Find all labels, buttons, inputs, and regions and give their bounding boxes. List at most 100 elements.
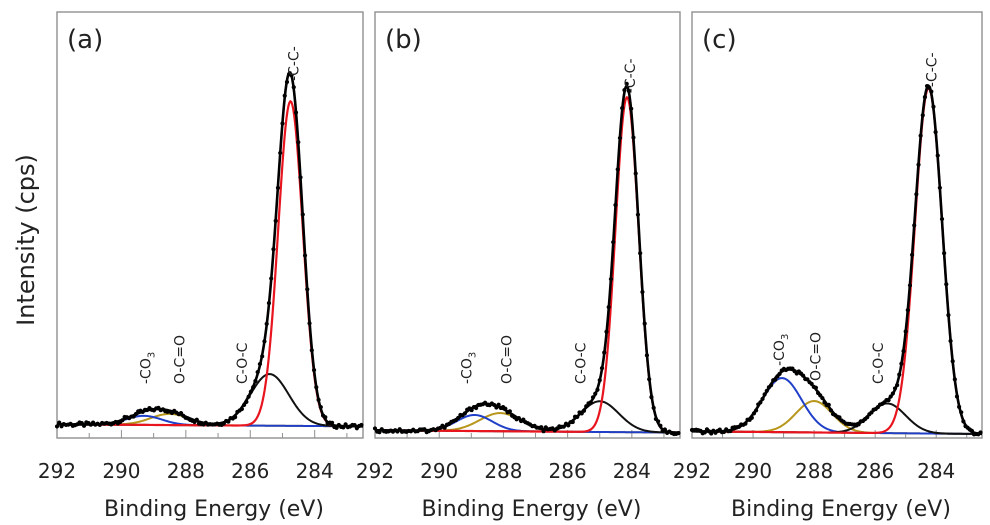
data-point [293,110,299,115]
data-point [273,218,278,223]
data-point [622,88,627,93]
data-point [959,410,964,415]
x-axis-label: Binding Energy (eV) [731,497,951,522]
data-point [311,368,317,373]
data-point [764,388,769,393]
data-point [749,415,754,420]
data-point [656,419,661,424]
x-tick-label: 284 [613,459,651,483]
data-point [262,339,267,344]
data-point [918,133,923,138]
data-point [728,428,733,434]
x-tick-label: 288 [167,459,205,483]
data-point [888,394,893,399]
data-point [581,408,587,413]
data-point [702,430,707,435]
data-point [907,283,913,288]
data-point [633,171,638,176]
data-point [226,419,231,424]
data-point [899,361,904,366]
data-point [298,175,303,180]
data-point [264,321,269,326]
data-point [813,385,819,390]
x-axis-label: Binding Energy (eV) [104,497,324,522]
data-point [758,400,763,405]
data-point [820,395,825,401]
data-point [260,354,265,359]
data-point [760,396,765,402]
data-point [566,423,571,428]
data-point [284,79,290,85]
data-point [604,329,609,334]
data-point [359,422,364,428]
data-point [269,276,274,281]
data-point [635,212,641,217]
peak-annotation-text: -C-C- [287,46,303,81]
peak-annotation-text: C-O-C [871,342,887,384]
peak-annotation: -CO3 [139,352,158,384]
data-point [895,383,900,388]
peak-annotation: O-C=O [172,335,188,384]
x-axis-label: Binding Energy (eV) [422,497,642,522]
data-points [689,83,983,437]
data-point [602,350,607,355]
data-point [676,431,681,436]
peak-annotation-text: -CO [460,358,476,384]
panel-a: 292 290 288 286 284 Binding Energy (eV) (a) -C-… [38,11,364,522]
x-tick-label: 286 [231,459,269,483]
fit-envelope [692,84,983,436]
data-point [613,202,618,208]
data-point [539,425,544,430]
data-points [372,81,681,437]
data-point [257,361,263,367]
data-point [914,192,919,197]
data-point [496,402,501,407]
data-point [647,377,652,382]
data-point [291,85,296,90]
component-peak-cc [691,86,983,435]
x-tick-label: 286 [856,459,894,483]
data-point [595,387,600,392]
data-point [651,405,656,411]
data-point [642,321,647,326]
data-point [922,95,928,100]
data-point [935,153,940,158]
peak-annotation: O-C=O [809,332,825,381]
data-point [777,371,782,376]
peak-annotation: O-C=O [500,335,516,384]
data-point [901,349,906,354]
panel-b: 292 290 288 286 284 Binding Energy (eV) (b) -C-… [356,11,681,522]
data-point [271,247,276,252]
x-tick-label: 290 [734,459,772,483]
data-point [255,369,260,375]
data-point [57,420,62,425]
data-point [507,409,512,414]
peak-annotation: C-O-C [871,342,887,384]
fit-envelope [56,70,363,428]
data-point [640,289,645,295]
data-point [597,378,602,383]
data-point [590,395,596,400]
data-point [422,427,427,432]
data-point [886,398,891,403]
x-tick-label: 292 [38,459,76,483]
peak-annotation: -C-C- [925,52,941,87]
data-point [826,402,831,407]
data-point [352,423,357,428]
data-point [239,406,244,412]
data-point [120,418,125,423]
data-point [950,359,955,364]
data-point [248,389,254,394]
data-point [588,400,593,405]
panel-label: (b) [385,25,422,55]
data-point [474,405,479,411]
data-point [942,251,947,256]
data-point [442,425,447,430]
data-point [561,424,566,429]
data-point [314,385,319,390]
peak-annotation-text: -C-C- [925,52,941,87]
data-point [305,287,310,292]
data-point [307,321,312,326]
data-point [516,416,521,421]
